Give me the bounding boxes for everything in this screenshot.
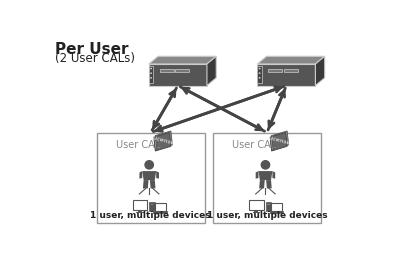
- Text: 1 user, multiple devices: 1 user, multiple devices: [90, 211, 211, 220]
- Bar: [284, 69, 298, 72]
- Bar: [213, 133, 321, 223]
- Bar: [151, 204, 153, 205]
- Bar: [271, 203, 282, 211]
- Polygon shape: [256, 171, 258, 179]
- Bar: [249, 200, 264, 210]
- Bar: [150, 202, 155, 211]
- Text: License: License: [267, 136, 292, 146]
- Polygon shape: [150, 180, 156, 188]
- Bar: [257, 66, 262, 83]
- Polygon shape: [272, 171, 275, 179]
- Bar: [155, 203, 166, 211]
- Polygon shape: [266, 180, 272, 188]
- Circle shape: [150, 72, 152, 74]
- Polygon shape: [270, 133, 287, 151]
- Bar: [267, 204, 270, 205]
- Circle shape: [150, 68, 152, 69]
- Circle shape: [144, 160, 154, 170]
- Polygon shape: [154, 136, 157, 151]
- Bar: [133, 200, 148, 210]
- Bar: [138, 210, 142, 212]
- Circle shape: [260, 160, 270, 170]
- Bar: [266, 202, 271, 211]
- Polygon shape: [258, 171, 272, 180]
- Text: License: License: [151, 136, 175, 146]
- Polygon shape: [272, 131, 289, 149]
- Polygon shape: [149, 64, 207, 86]
- Polygon shape: [156, 171, 159, 179]
- Bar: [160, 69, 174, 72]
- Polygon shape: [207, 56, 216, 86]
- Bar: [96, 133, 205, 223]
- Circle shape: [259, 68, 260, 69]
- Text: 1 user, multiple devices: 1 user, multiple devices: [207, 211, 327, 220]
- Bar: [175, 69, 189, 72]
- Circle shape: [259, 77, 260, 79]
- Polygon shape: [142, 171, 156, 180]
- Bar: [252, 212, 260, 213]
- Bar: [254, 210, 258, 212]
- Text: (2 User CALs): (2 User CALs): [55, 52, 135, 65]
- Text: Per User: Per User: [55, 42, 128, 57]
- Polygon shape: [257, 56, 325, 64]
- Polygon shape: [259, 180, 265, 188]
- Polygon shape: [316, 56, 325, 86]
- Polygon shape: [270, 136, 273, 151]
- Polygon shape: [140, 171, 142, 179]
- Polygon shape: [143, 180, 148, 188]
- Polygon shape: [154, 133, 171, 151]
- Bar: [136, 212, 144, 213]
- Bar: [268, 69, 282, 72]
- Polygon shape: [155, 131, 172, 149]
- Circle shape: [150, 77, 152, 79]
- Bar: [270, 211, 284, 213]
- Polygon shape: [257, 64, 316, 86]
- Text: User CAL: User CAL: [116, 140, 160, 150]
- Text: User CAL: User CAL: [232, 140, 277, 150]
- Polygon shape: [149, 56, 216, 64]
- Bar: [149, 66, 154, 83]
- Circle shape: [259, 72, 260, 74]
- Bar: [153, 211, 167, 213]
